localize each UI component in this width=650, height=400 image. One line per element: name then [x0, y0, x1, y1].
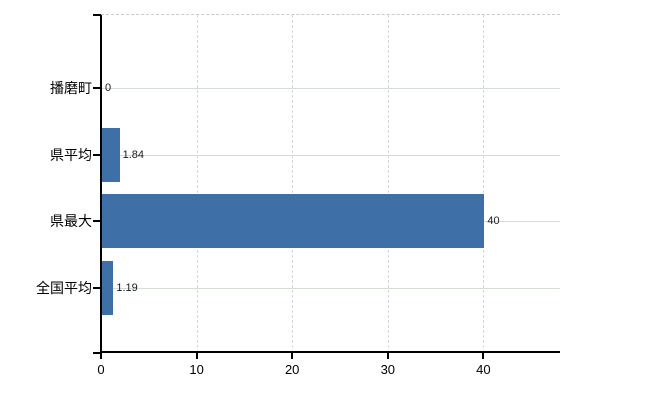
plot-area: 0 10 20 30 40 播磨町県平均県最大全国平均 0 1.84 40 1.19 [36, 14, 560, 377]
horizontal-gridline [101, 288, 560, 289]
y-axis-tick [93, 287, 101, 289]
x-axis-line [100, 351, 560, 353]
x-axis-label: 10 [189, 362, 204, 377]
bar-value-label: 40 [487, 215, 500, 227]
y-axis-label: 県平均 [50, 147, 92, 163]
bar [102, 128, 120, 182]
y-axis-label: 県最大 [50, 213, 92, 229]
bar [102, 261, 114, 315]
x-axis-label: 0 [97, 362, 105, 377]
y-axis-tick [93, 87, 101, 89]
vertical-gridline [196, 15, 198, 353]
plot-top-border [101, 14, 560, 15]
bar-value-label: 1.84 [122, 149, 144, 161]
x-axis-label: 30 [380, 362, 396, 377]
y-axis-tick [93, 14, 101, 16]
vertical-gridline [292, 15, 294, 353]
y-axis-line [100, 15, 102, 353]
x-axis-tick [482, 353, 485, 359]
bar-value-label: 0 [105, 82, 112, 94]
x-axis-label: 40 [476, 362, 491, 377]
y-axis-label: 全国平均 [36, 280, 92, 296]
x-axis-tick [195, 353, 198, 359]
vertical-gridline [387, 15, 389, 353]
x-axis-tick [291, 353, 294, 359]
horizontal-gridline [101, 88, 560, 89]
bar-value-label: 1.19 [116, 282, 138, 294]
x-axis-tick [386, 353, 389, 359]
bar [102, 194, 485, 248]
y-axis-tick [93, 220, 101, 222]
x-axis-label: 20 [284, 362, 300, 377]
y-axis-tick [93, 352, 101, 354]
vertical-gridline [483, 15, 485, 353]
horizontal-gridline [101, 155, 560, 156]
x-axis-tick [100, 353, 102, 359]
y-axis-label: 播磨町 [50, 80, 92, 96]
y-axis-tick [93, 154, 101, 156]
